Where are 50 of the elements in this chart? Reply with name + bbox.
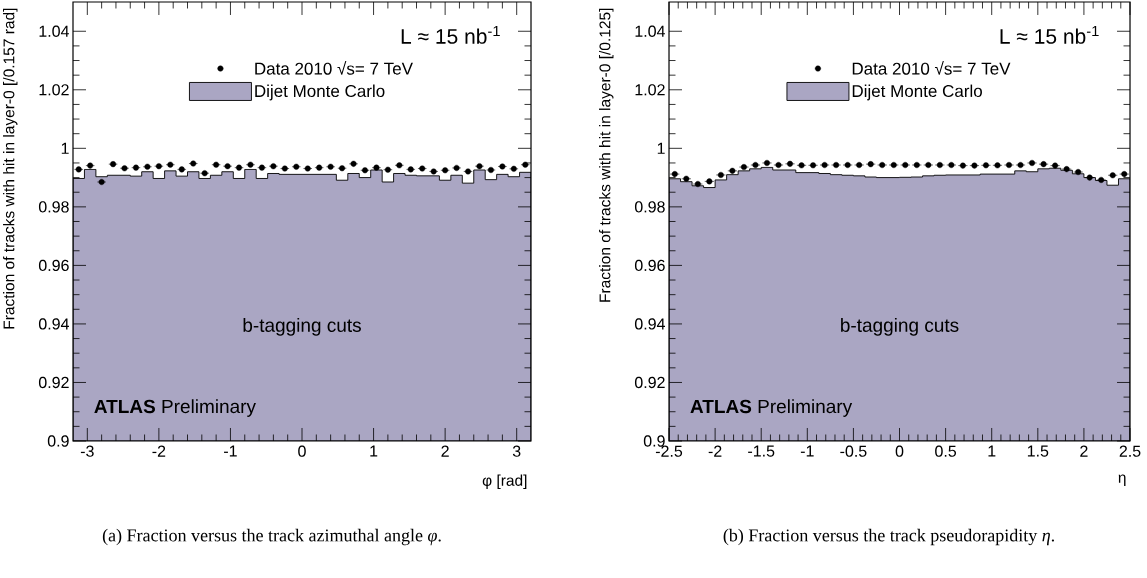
x-tick-label: 1.5 [1027, 445, 1049, 457]
x-tick-label: 1 [988, 445, 996, 457]
x-tick-label: 0 [298, 445, 306, 457]
x-tick-label: -1 [800, 445, 814, 457]
annotation: ATLAS Preliminary [94, 399, 256, 417]
y-tick-label: 0.98 [634, 201, 665, 213]
y-tick-label: 1 [657, 142, 665, 154]
x-axis-title: η [1118, 474, 1126, 487]
annotation: L ≈ 15 nb$^{-1}$ [401, 25, 500, 44]
y-tick-label: 0.92 [634, 376, 665, 389]
x-tick-label: 3 [512, 445, 521, 457]
text: (b) Fraction versus the track pseudorapidity η. [723, 528, 1054, 546]
annotation: b-tagging cuts [841, 318, 959, 336]
y-tick-label: 0.9 [47, 435, 69, 447]
x-tick-label: 0.5 [935, 445, 957, 457]
y-tick-label: 0.96 [38, 259, 69, 272]
x-tick-label: -0.5 [840, 445, 867, 457]
annotation: ATLAS Preliminary [690, 399, 853, 417]
y-tick-label: 0.96 [634, 259, 665, 272]
legend-label: Dijet Monte Carlo [255, 84, 385, 101]
y-tick-label: 0.92 [38, 376, 69, 389]
y-tick-label: 0.9 [643, 435, 665, 447]
y-axis-title: Fraction of tracks with hit in layer-0 [/0.157 rad] [3, 8, 18, 329]
x-tick-label: -2.5 [655, 445, 683, 457]
y-tick-label: 0.98 [38, 201, 69, 213]
y-tick-label: 1.02 [635, 84, 665, 96]
x-axis-title: φ [rad] [482, 474, 527, 489]
y-tick-label: 0.94 [634, 318, 665, 330]
x-tick-label: -3 [80, 445, 94, 457]
legend-label: Data 2010 √s= 7 TeV [852, 61, 1011, 75]
x-tick-label: 2 [441, 445, 449, 457]
x-tick-label: 0 [895, 445, 904, 457]
y-tick-label: 1.04 [39, 25, 69, 37]
y-tick-label: 1.04 [635, 25, 665, 37]
y-axis-title: Fraction of tracks with hit in layer-0 [/0.125] [599, 8, 614, 302]
y-tick-label: 1 [61, 142, 69, 154]
y-tick-label: 0.94 [38, 318, 69, 330]
legend-label: Dijet Monte Carlo [852, 84, 982, 101]
text: (a) Fraction versus the track azimuthal angle φ. [102, 528, 441, 546]
annotation: b-tagging cuts [243, 318, 361, 336]
x-tick-label: 1 [370, 445, 378, 457]
x-tick-label: 2 [1080, 445, 1088, 457]
x-tick-label: -2 [152, 445, 166, 457]
x-tick-label: -1.5 [748, 445, 775, 457]
y-tick-label: 1.02 [39, 84, 69, 96]
legend-label: Data 2010 √s= 7 TeV [255, 61, 413, 75]
x-tick-label: -2 [708, 445, 722, 457]
annotation: L ≈ 15 nb$^{-1}$ [1000, 25, 1099, 44]
x-tick-label: -1 [224, 445, 237, 457]
x-tick-label: 2.5 [1119, 445, 1141, 457]
